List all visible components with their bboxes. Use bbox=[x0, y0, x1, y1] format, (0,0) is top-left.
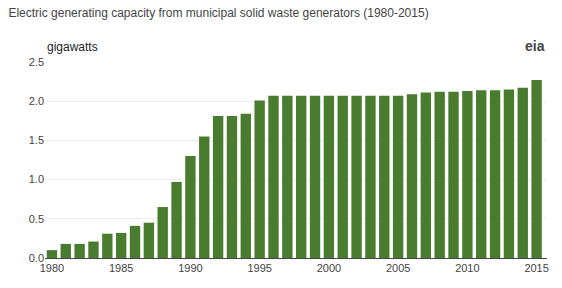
svg-text:eia: eia bbox=[525, 38, 545, 54]
svg-text:2000: 2000 bbox=[317, 262, 341, 274]
svg-text:1985: 1985 bbox=[109, 262, 133, 274]
svg-text:1.5: 1.5 bbox=[29, 134, 44, 146]
svg-text:gigawatts: gigawatts bbox=[47, 40, 98, 54]
svg-text:1990: 1990 bbox=[178, 262, 202, 274]
svg-text:2.5: 2.5 bbox=[29, 56, 44, 68]
svg-text:1.0: 1.0 bbox=[29, 173, 44, 185]
svg-text:2005: 2005 bbox=[386, 262, 410, 274]
svg-text:Electric generating capacity f: Electric generating capacity from munici… bbox=[8, 6, 428, 20]
svg-text:1995: 1995 bbox=[247, 262, 271, 274]
svg-text:2015: 2015 bbox=[524, 262, 548, 274]
svg-text:0.0: 0.0 bbox=[29, 252, 44, 264]
svg-text:1980: 1980 bbox=[40, 262, 64, 274]
svg-text:2.0: 2.0 bbox=[29, 95, 44, 107]
svg-text:0.5: 0.5 bbox=[29, 213, 44, 225]
svg-text:2010: 2010 bbox=[455, 262, 479, 274]
